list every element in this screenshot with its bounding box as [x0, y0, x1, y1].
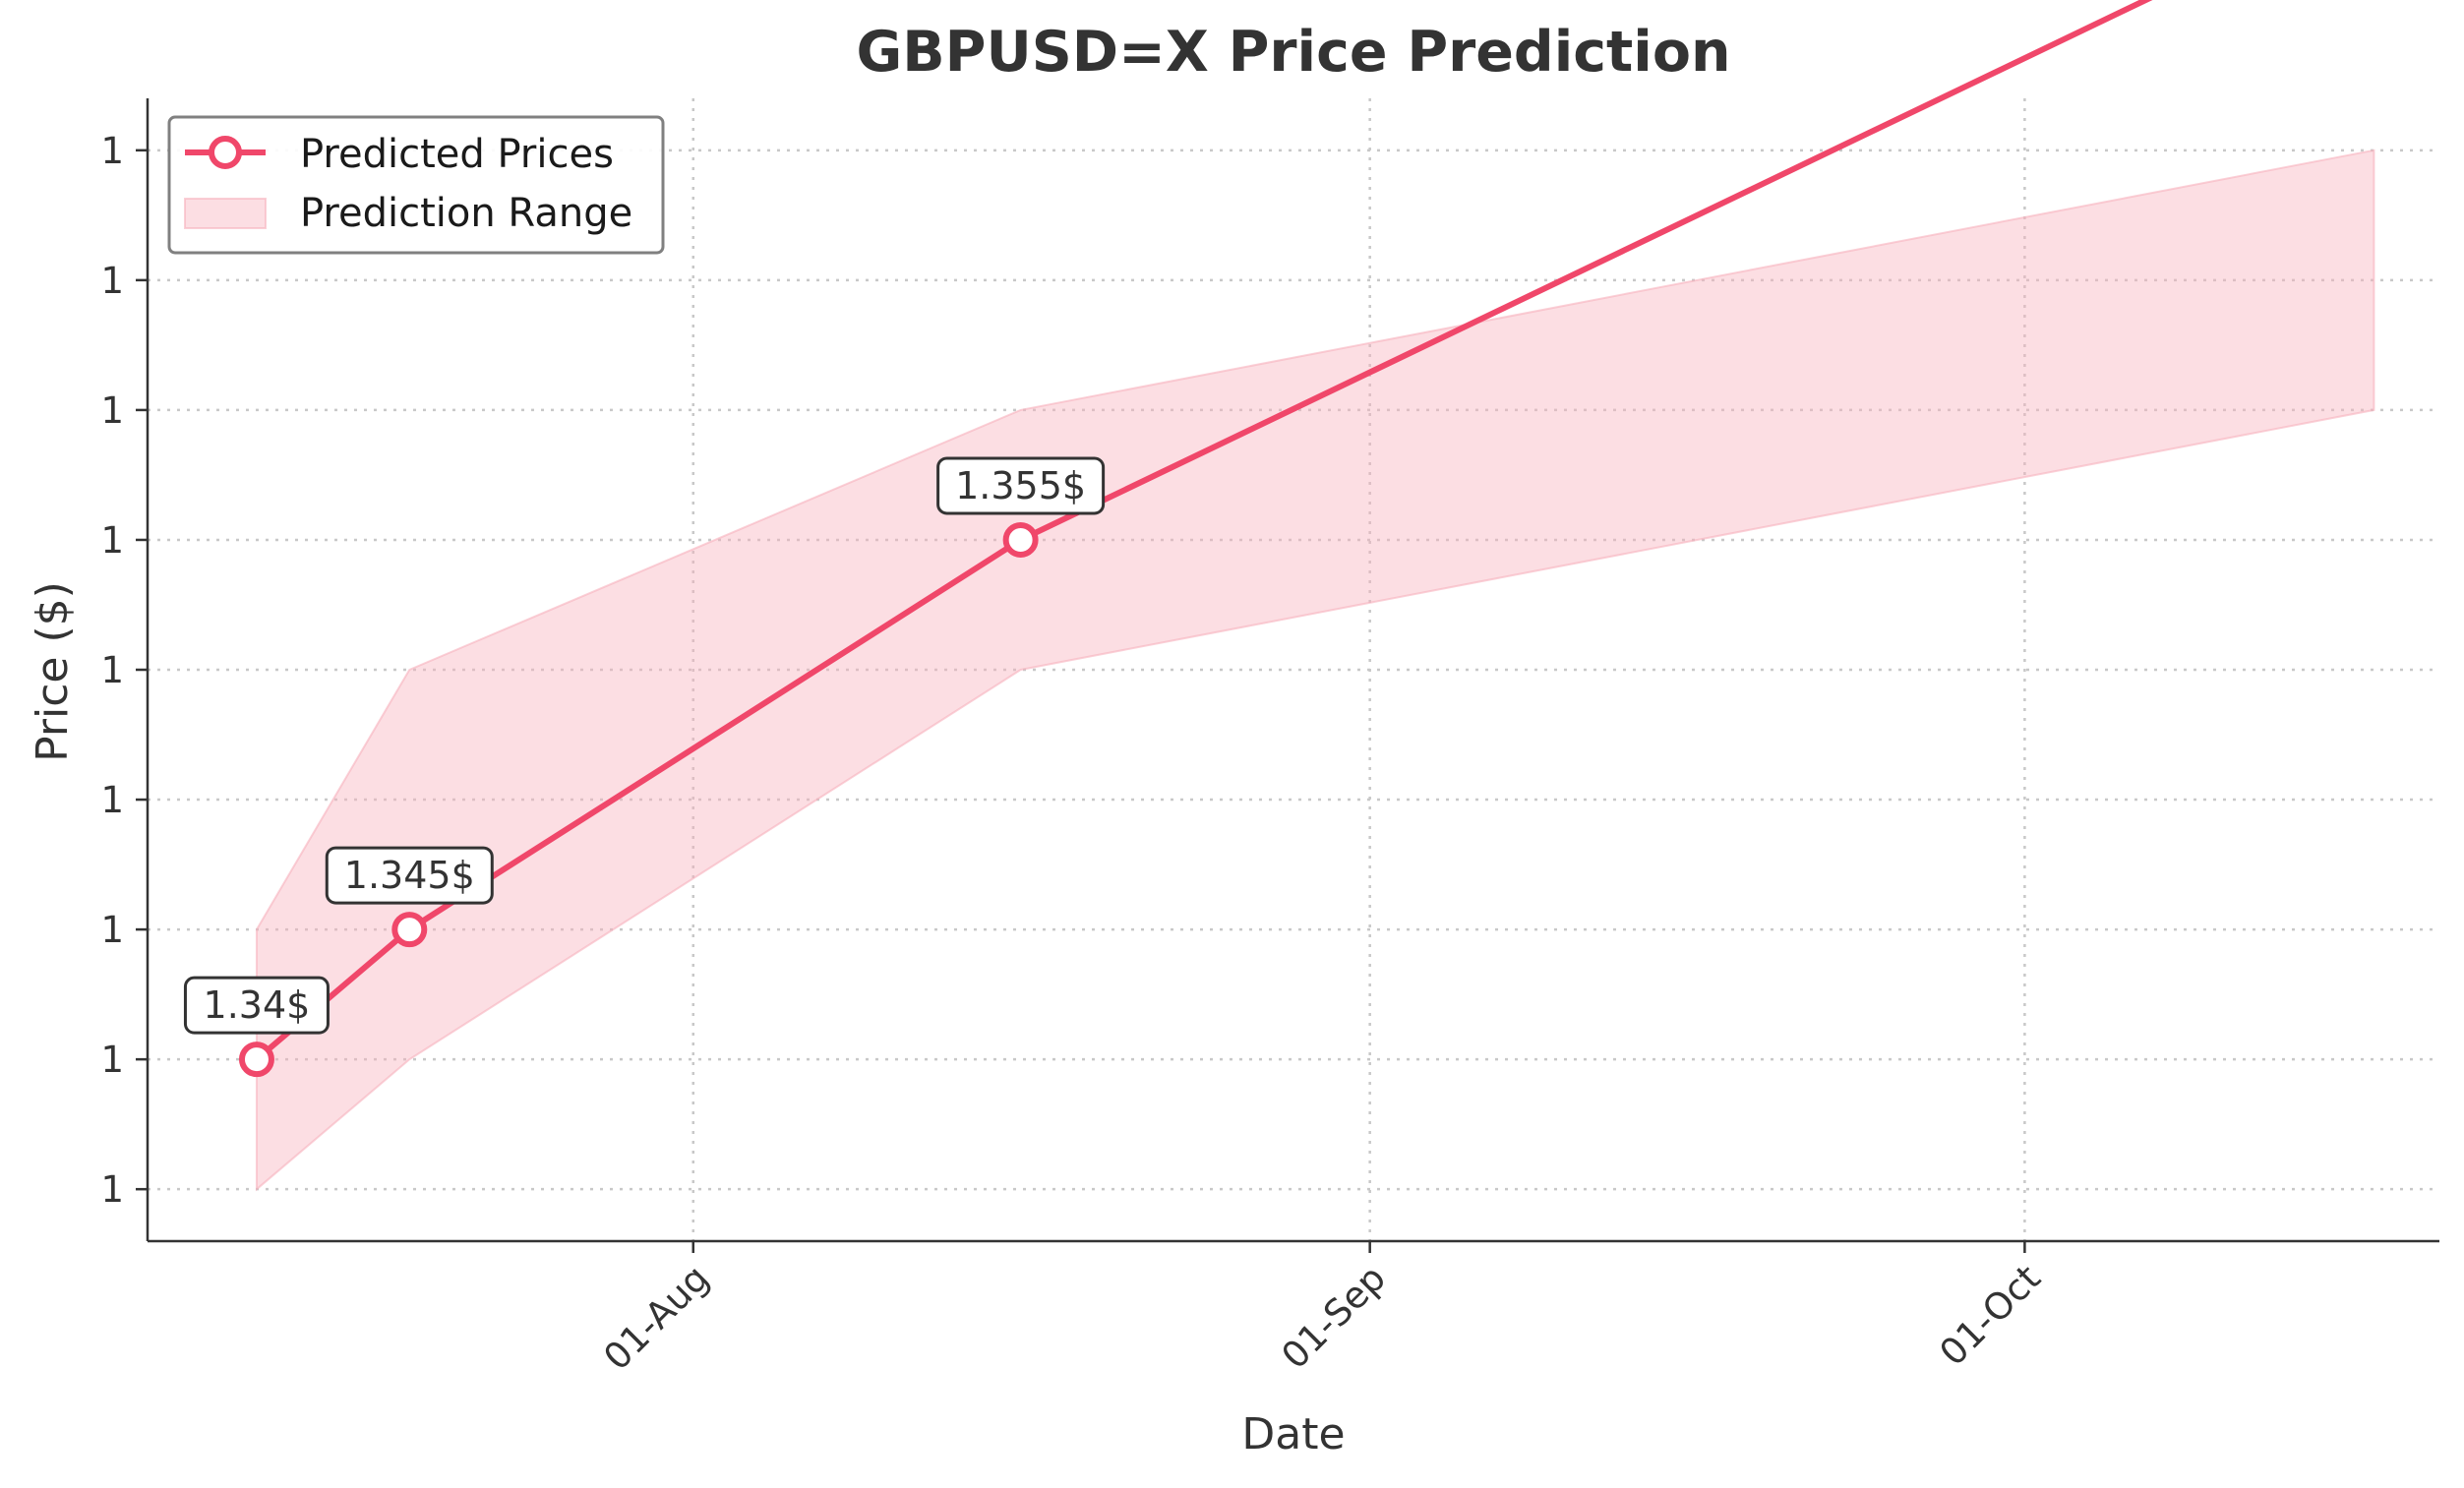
annotation-label: 1.355$ — [955, 464, 1086, 507]
data-point — [238, 1042, 274, 1078]
x-tick-label: 01-Aug — [595, 1257, 717, 1379]
legend-label-predicted-prices: Predicted Prices — [300, 132, 614, 177]
predicted-prices-line — [253, 0, 2153, 1063]
y-tick-label: 1 — [100, 779, 124, 821]
y-tick-label: 1 — [100, 1039, 124, 1081]
annotation-label: 1.34$ — [204, 983, 311, 1027]
y-tick-label: 1 — [100, 1168, 124, 1211]
predicted-prices-points — [238, 521, 1039, 1078]
prediction-range-area — [255, 149, 2375, 1192]
data-point — [391, 912, 428, 948]
y-tick-label: 1 — [100, 649, 124, 691]
legend-label-prediction-range: Prediction Range — [300, 191, 632, 236]
y-tick-label: 1 — [100, 519, 124, 562]
chart-title: GBPUSD=X Price Prediction — [856, 20, 1730, 85]
y-tick-label: 1 — [100, 260, 124, 302]
annotation-box — [325, 846, 494, 905]
y-axis-ticks: 1 1 1 1 1 1 1 1 1 — [100, 130, 148, 1211]
y-axis-label: Price ($) — [28, 581, 78, 762]
chart-legend: Predicted Prices Prediction Range — [167, 115, 665, 255]
y-tick-label: 1 — [100, 389, 124, 432]
y-tick-label: 1 — [100, 909, 124, 951]
legend-range-swatch — [184, 198, 267, 229]
price-annotations: 1.34$1.345$1.355$1.37$ — [183, 456, 1106, 1035]
x-tick-label: 01-Sep — [1274, 1257, 1394, 1377]
annotation-box — [183, 976, 330, 1035]
x-axis-ticks: 01-Aug 01-Sep 01-Oct — [595, 1241, 2049, 1379]
prediction-range-band — [255, 149, 2375, 1192]
predicted-prices-polyline — [253, 0, 2153, 1063]
annotation-label: 1.345$ — [344, 854, 475, 897]
grid-lines — [148, 98, 2439, 1241]
x-tick-label: 01-Oct — [1932, 1257, 2049, 1374]
legend-marker-swatch — [209, 136, 242, 169]
x-axis-label: Date — [1241, 1409, 1345, 1459]
legend-frame — [167, 115, 665, 255]
data-point — [1002, 521, 1039, 558]
y-tick-label: 1 — [100, 130, 124, 172]
annotation-box — [936, 456, 1106, 515]
